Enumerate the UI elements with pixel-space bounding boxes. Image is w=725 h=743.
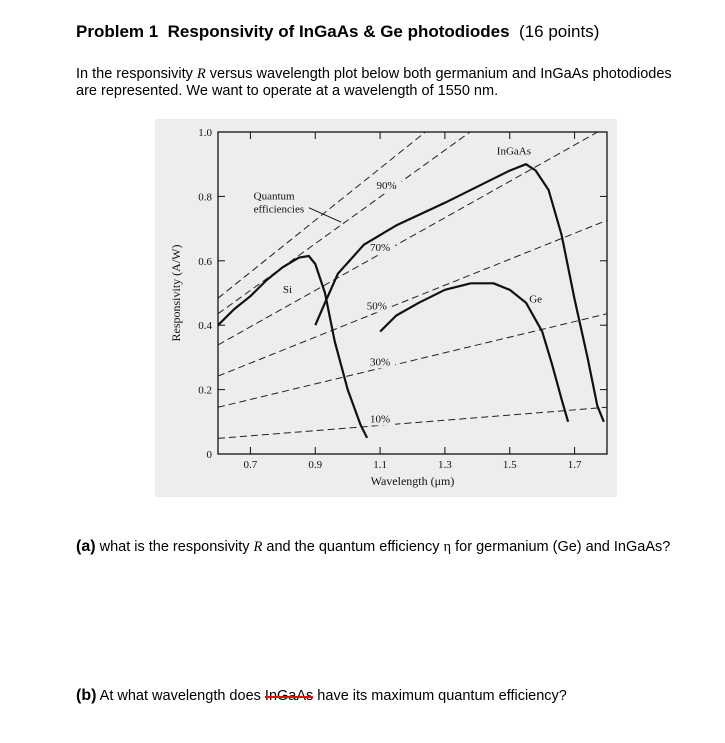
efficiency-label-bg (365, 412, 396, 426)
efficiency-label: 70% (370, 242, 390, 254)
x-tick-label: 0.7 (244, 459, 258, 471)
problem-heading: Responsivity of InGaAs & Ge photodiodes (167, 22, 510, 41)
efficiency-label-bg (371, 179, 402, 193)
annotation-text: Quantum (254, 191, 295, 203)
y-axis-label: Responsivity (A/W) (169, 245, 183, 342)
x-tick-label: 1.7 (568, 459, 582, 471)
question-b-struck-word: InGaAs (264, 688, 314, 704)
efficiency-line (218, 313, 607, 408)
responsivity-chart: 0.7 0.9 1.1 1.3 1.5 1.7 0 0.2 0.4 0.6 0.8 1.0 Wavele… (169, 127, 608, 488)
efficiency-line (218, 219, 607, 377)
y-tick-label: 0.8 (198, 191, 212, 203)
efficiency-line (218, 406, 607, 439)
x-tick-label: 1.5 (503, 459, 517, 471)
series-curve-si (218, 254, 369, 439)
annotation-arrow (308, 207, 342, 223)
question-a-var-r: R (253, 539, 263, 555)
question-b-text-1: At what wavelength does (96, 688, 265, 704)
series-label-si: Si (283, 284, 292, 296)
efficiency-label: 50% (367, 300, 387, 312)
efficiency-label: 30% (370, 356, 390, 368)
efficiency-label-bg (365, 355, 396, 369)
series-label-ingaas: InGaAs (497, 146, 531, 158)
intro-variable-r: R (196, 66, 206, 82)
problem-number: Problem 1 (76, 22, 159, 41)
x-axis-label: Wavelength (μm) (371, 474, 455, 488)
question-b-text-2: have its maximum quantum efficiency? (313, 688, 567, 704)
question-a: (a) what is the responsivity R and the q… (76, 538, 691, 556)
question-a-text-1: what is the responsivity (95, 539, 254, 555)
intro-text-start: In the responsivity (76, 66, 197, 82)
question-b-label: (b) (76, 687, 97, 704)
question-a-label: (a) (76, 538, 96, 555)
efficiency-label: 90% (376, 180, 396, 192)
annotation-text: efficiencies (254, 204, 305, 216)
x-tick-label: 0.9 (308, 459, 322, 471)
problem-title: Problem 1 Responsivity of InGaAs & Ge ph… (76, 22, 599, 42)
x-tick-label: 1.1 (373, 459, 387, 471)
efficiency-label-bg (365, 241, 396, 255)
y-tick-label: 0.2 (198, 385, 212, 397)
y-tick-label: 0 (207, 449, 213, 461)
responsivity-figure: 0.7 0.9 1.1 1.3 1.5 1.7 0 0.2 0.4 0.6 0.8 1.0 Wavele… (155, 119, 617, 497)
series-curve-ingaas (314, 163, 605, 423)
question-a-text-3: for germanium (Ge) and InGaAs? (451, 539, 671, 555)
efficiency-line (218, 132, 471, 315)
efficiency-line (218, 132, 427, 299)
plot-frame (217, 131, 608, 455)
x-tick-label: 1.3 (438, 459, 452, 471)
problem-intro: In the responsivity R versus wavelength … (76, 66, 676, 100)
y-tick-label: 0.6 (198, 256, 212, 268)
intro-text-end: versus wavelength plot below both german… (76, 66, 672, 99)
efficiency-label-bg (361, 299, 392, 313)
question-a-var-eta: η (443, 539, 452, 555)
y-tick-label: 0.4 (198, 320, 212, 332)
series-curve-ge (379, 282, 570, 423)
efficiency-line (218, 132, 599, 346)
y-tick-label: 1.0 (198, 127, 212, 139)
problem-points: (16 points) (519, 22, 600, 41)
question-a-text-2: and the quantum efficiency (262, 539, 444, 555)
question-b: (b) At what wavelength does InGaAs have … (76, 687, 691, 705)
series-label-ge: Ge (529, 294, 542, 306)
efficiency-label: 10% (370, 413, 390, 425)
